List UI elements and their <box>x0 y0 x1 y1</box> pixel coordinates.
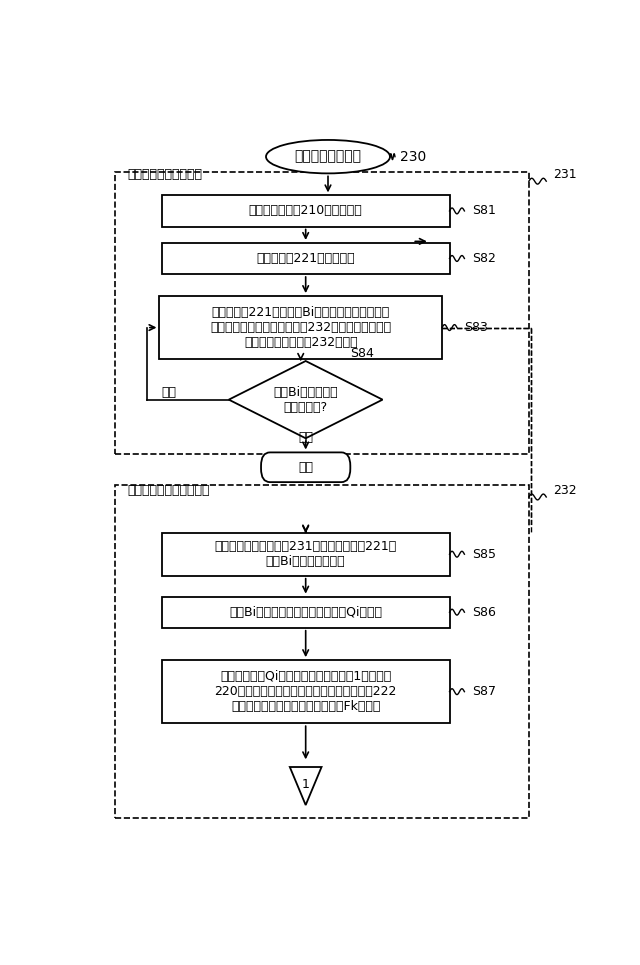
Bar <box>162 533 449 576</box>
Text: 231: 231 <box>553 168 576 181</box>
Text: 終了: 終了 <box>298 460 313 474</box>
Text: 1: 1 <box>301 778 310 791</box>
Text: ある: ある <box>162 386 177 399</box>
Text: S82: S82 <box>472 252 496 265</box>
Text: 物標Biのデータが
まだあるか?: 物標Biのデータが まだあるか? <box>273 386 338 414</box>
Text: 飛翔データ221から物標Biのデータを順番に抽出
し、飛翔パターン読出し手段232に引き渡し、飛翔
パターン読出し手段232を起動: 飛翔データ221から物標Biのデータを順番に抽出 し、飛翔パターン読出し手段23… <box>210 306 391 349</box>
Text: S85: S85 <box>472 548 496 561</box>
Bar <box>162 660 449 723</box>
Bar <box>115 172 529 454</box>
Text: 飛翔データ221の読み出し: 飛翔データ221の読み出し <box>257 252 355 265</box>
Bar <box>162 195 449 227</box>
Polygon shape <box>229 361 383 438</box>
Text: 232: 232 <box>553 484 576 497</box>
Text: 判別結果入力部210からの起動: 判別結果入力部210からの起動 <box>249 205 362 217</box>
Text: ない: ない <box>298 431 313 444</box>
Text: 飛翔データ読出し手段: 飛翔データ読出し手段 <box>127 168 202 181</box>
Text: 飛翔パターン読出し手段: 飛翔パターン読出し手段 <box>127 484 210 497</box>
Text: S86: S86 <box>472 606 496 619</box>
Bar <box>162 596 449 628</box>
Text: 衝突リスク出力部: 衝突リスク出力部 <box>294 150 362 164</box>
Ellipse shape <box>266 140 390 174</box>
FancyBboxPatch shape <box>261 453 350 482</box>
Bar <box>115 485 529 818</box>
Text: S84: S84 <box>350 347 374 360</box>
Bar <box>159 296 442 359</box>
Text: 鳥類等の名称Qiをキー情報として、第1記憶手段
220に記憶された飛翔パターンデータベース222
から目的の鳥類等の飛翔パターンFkを検索: 鳥類等の名称Qiをキー情報として、第1記憶手段 220に記憶された飛翔パターンデ… <box>214 670 397 713</box>
Polygon shape <box>290 767 321 805</box>
Text: S87: S87 <box>472 685 496 698</box>
Text: 230: 230 <box>400 150 426 164</box>
Text: S81: S81 <box>472 205 496 217</box>
Text: 物標Biのデータから鳥類等の名称Qiを抽出: 物標Biのデータから鳥類等の名称Qiを抽出 <box>229 606 382 619</box>
Text: S83: S83 <box>465 321 488 334</box>
Bar <box>162 243 449 274</box>
Text: 飛翔データ読出し手段231から飛翔データ221の
物標Biのデータを受信: 飛翔データ読出し手段231から飛翔データ221の 物標Biのデータを受信 <box>214 540 397 568</box>
